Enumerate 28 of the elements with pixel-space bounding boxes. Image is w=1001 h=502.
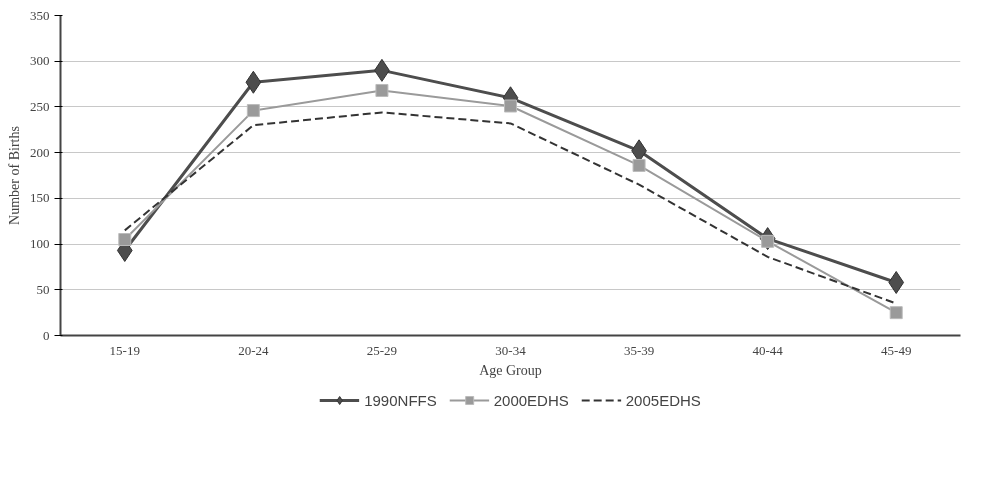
x-tick-label: 20-24 [238, 342, 270, 358]
y-tick-label: 350 [30, 7, 50, 23]
x-tick-label: 35-39 [623, 342, 655, 358]
legend-label: 2005EDHS [625, 391, 701, 409]
x-tick-label: 40-44 [752, 342, 784, 358]
point [246, 104, 260, 118]
y-tick-label: 300 [30, 53, 50, 69]
y-tick-label: 200 [30, 144, 50, 160]
y-tick-label: 0 [43, 327, 50, 343]
point [888, 270, 905, 294]
y-tick-label: 150 [30, 190, 50, 206]
y-tick-label: 50 [36, 281, 50, 297]
y-axis-title: Number of Births [7, 126, 22, 225]
x-axis-title: Age Group [479, 362, 542, 378]
y-tick-label: 250 [30, 98, 50, 114]
x-tick-label: 25-29 [366, 342, 398, 358]
x-tick-label: 30-34 [495, 342, 527, 358]
x-tick-label: 45-49 [881, 342, 912, 358]
legend-label: 2000EDHS [493, 391, 569, 409]
x-tick-label: 15-19 [109, 342, 140, 358]
point [889, 306, 903, 320]
point [632, 158, 646, 172]
point [245, 70, 262, 94]
point [118, 233, 132, 246]
point [375, 83, 389, 97]
y-tick-label: 100 [30, 236, 50, 252]
legend-label: 1990NFFS [364, 391, 437, 409]
point [504, 99, 517, 113]
